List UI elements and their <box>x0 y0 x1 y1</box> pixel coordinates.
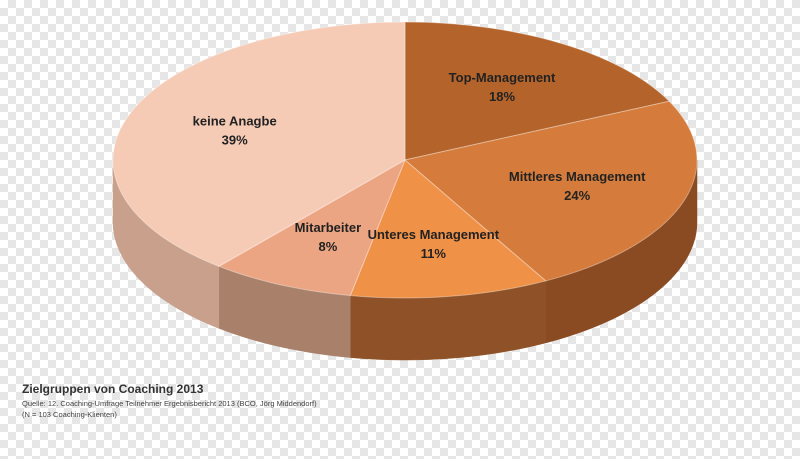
slice-value-label: 39% <box>222 132 248 147</box>
slice-label: Top-Management <box>449 70 556 85</box>
slice <box>349 159 547 299</box>
slice-value-label: 24% <box>564 188 590 203</box>
pie: Top-Management 18% Mittleres Management 24%… <box>112 21 698 361</box>
sample-note: (N = 103 Coaching-Klienten) <box>22 410 117 419</box>
slice <box>112 21 406 267</box>
source-note: Quelle: 12. Coaching-Umfrage Teilnehmer … <box>22 399 317 408</box>
slice <box>217 158 407 297</box>
slice-value-label: 11% <box>421 246 447 261</box>
slice-label: keine Anagbe <box>193 113 277 128</box>
slice-label: Mittleres Management <box>509 169 646 184</box>
chart-title: Zielgruppen von Coaching 2013 <box>22 382 204 396</box>
slice <box>404 21 671 161</box>
slice-value-label: 8% <box>319 239 338 254</box>
slice <box>403 100 698 282</box>
slice-value-label: 18% <box>489 89 515 104</box>
slice-label: Unteres Management <box>368 227 500 242</box>
slice-label: Mitarbeiter <box>295 220 361 235</box>
